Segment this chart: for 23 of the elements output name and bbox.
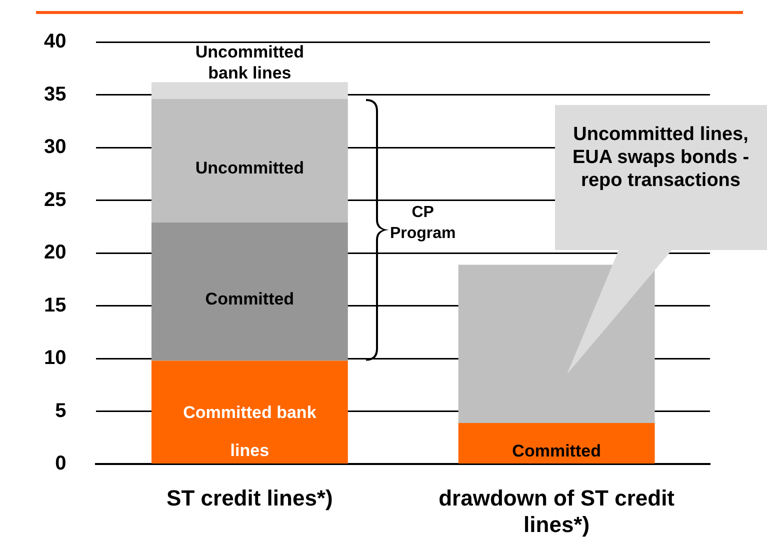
x-tick-label: ST credit lines*) <box>166 485 333 510</box>
annotation: Uncommitted bank lines <box>195 42 304 82</box>
annotation: Committed bank lines <box>183 403 317 460</box>
bar <box>458 423 655 464</box>
y-tick-label: 20 <box>44 242 66 264</box>
y-tick-label: 0 <box>55 452 66 475</box>
annotation: Uncommitted lines, EUA swaps bonds - repo transactions <box>571 122 750 192</box>
bar <box>151 98 348 222</box>
bar <box>151 222 348 361</box>
annotation: Committed <box>205 289 294 308</box>
annotation: Committed <box>512 441 601 460</box>
y-tick-label: 5 <box>55 400 66 422</box>
y-tick-label: 25 <box>44 188 66 211</box>
bar <box>151 360 348 464</box>
annotation: CP Program <box>388 202 457 244</box>
y-tick-label: 30 <box>44 136 66 158</box>
annotation: Uncommitted <box>195 158 304 178</box>
y-tick-label: 10 <box>44 347 66 370</box>
y-tick-label: 15 <box>44 294 66 316</box>
y-tick-label: 35 <box>44 83 66 106</box>
x-tick-label: drawdown of ST credit lines*) <box>438 485 676 537</box>
y-tick-label: 40 <box>44 30 66 53</box>
bar <box>151 82 348 99</box>
